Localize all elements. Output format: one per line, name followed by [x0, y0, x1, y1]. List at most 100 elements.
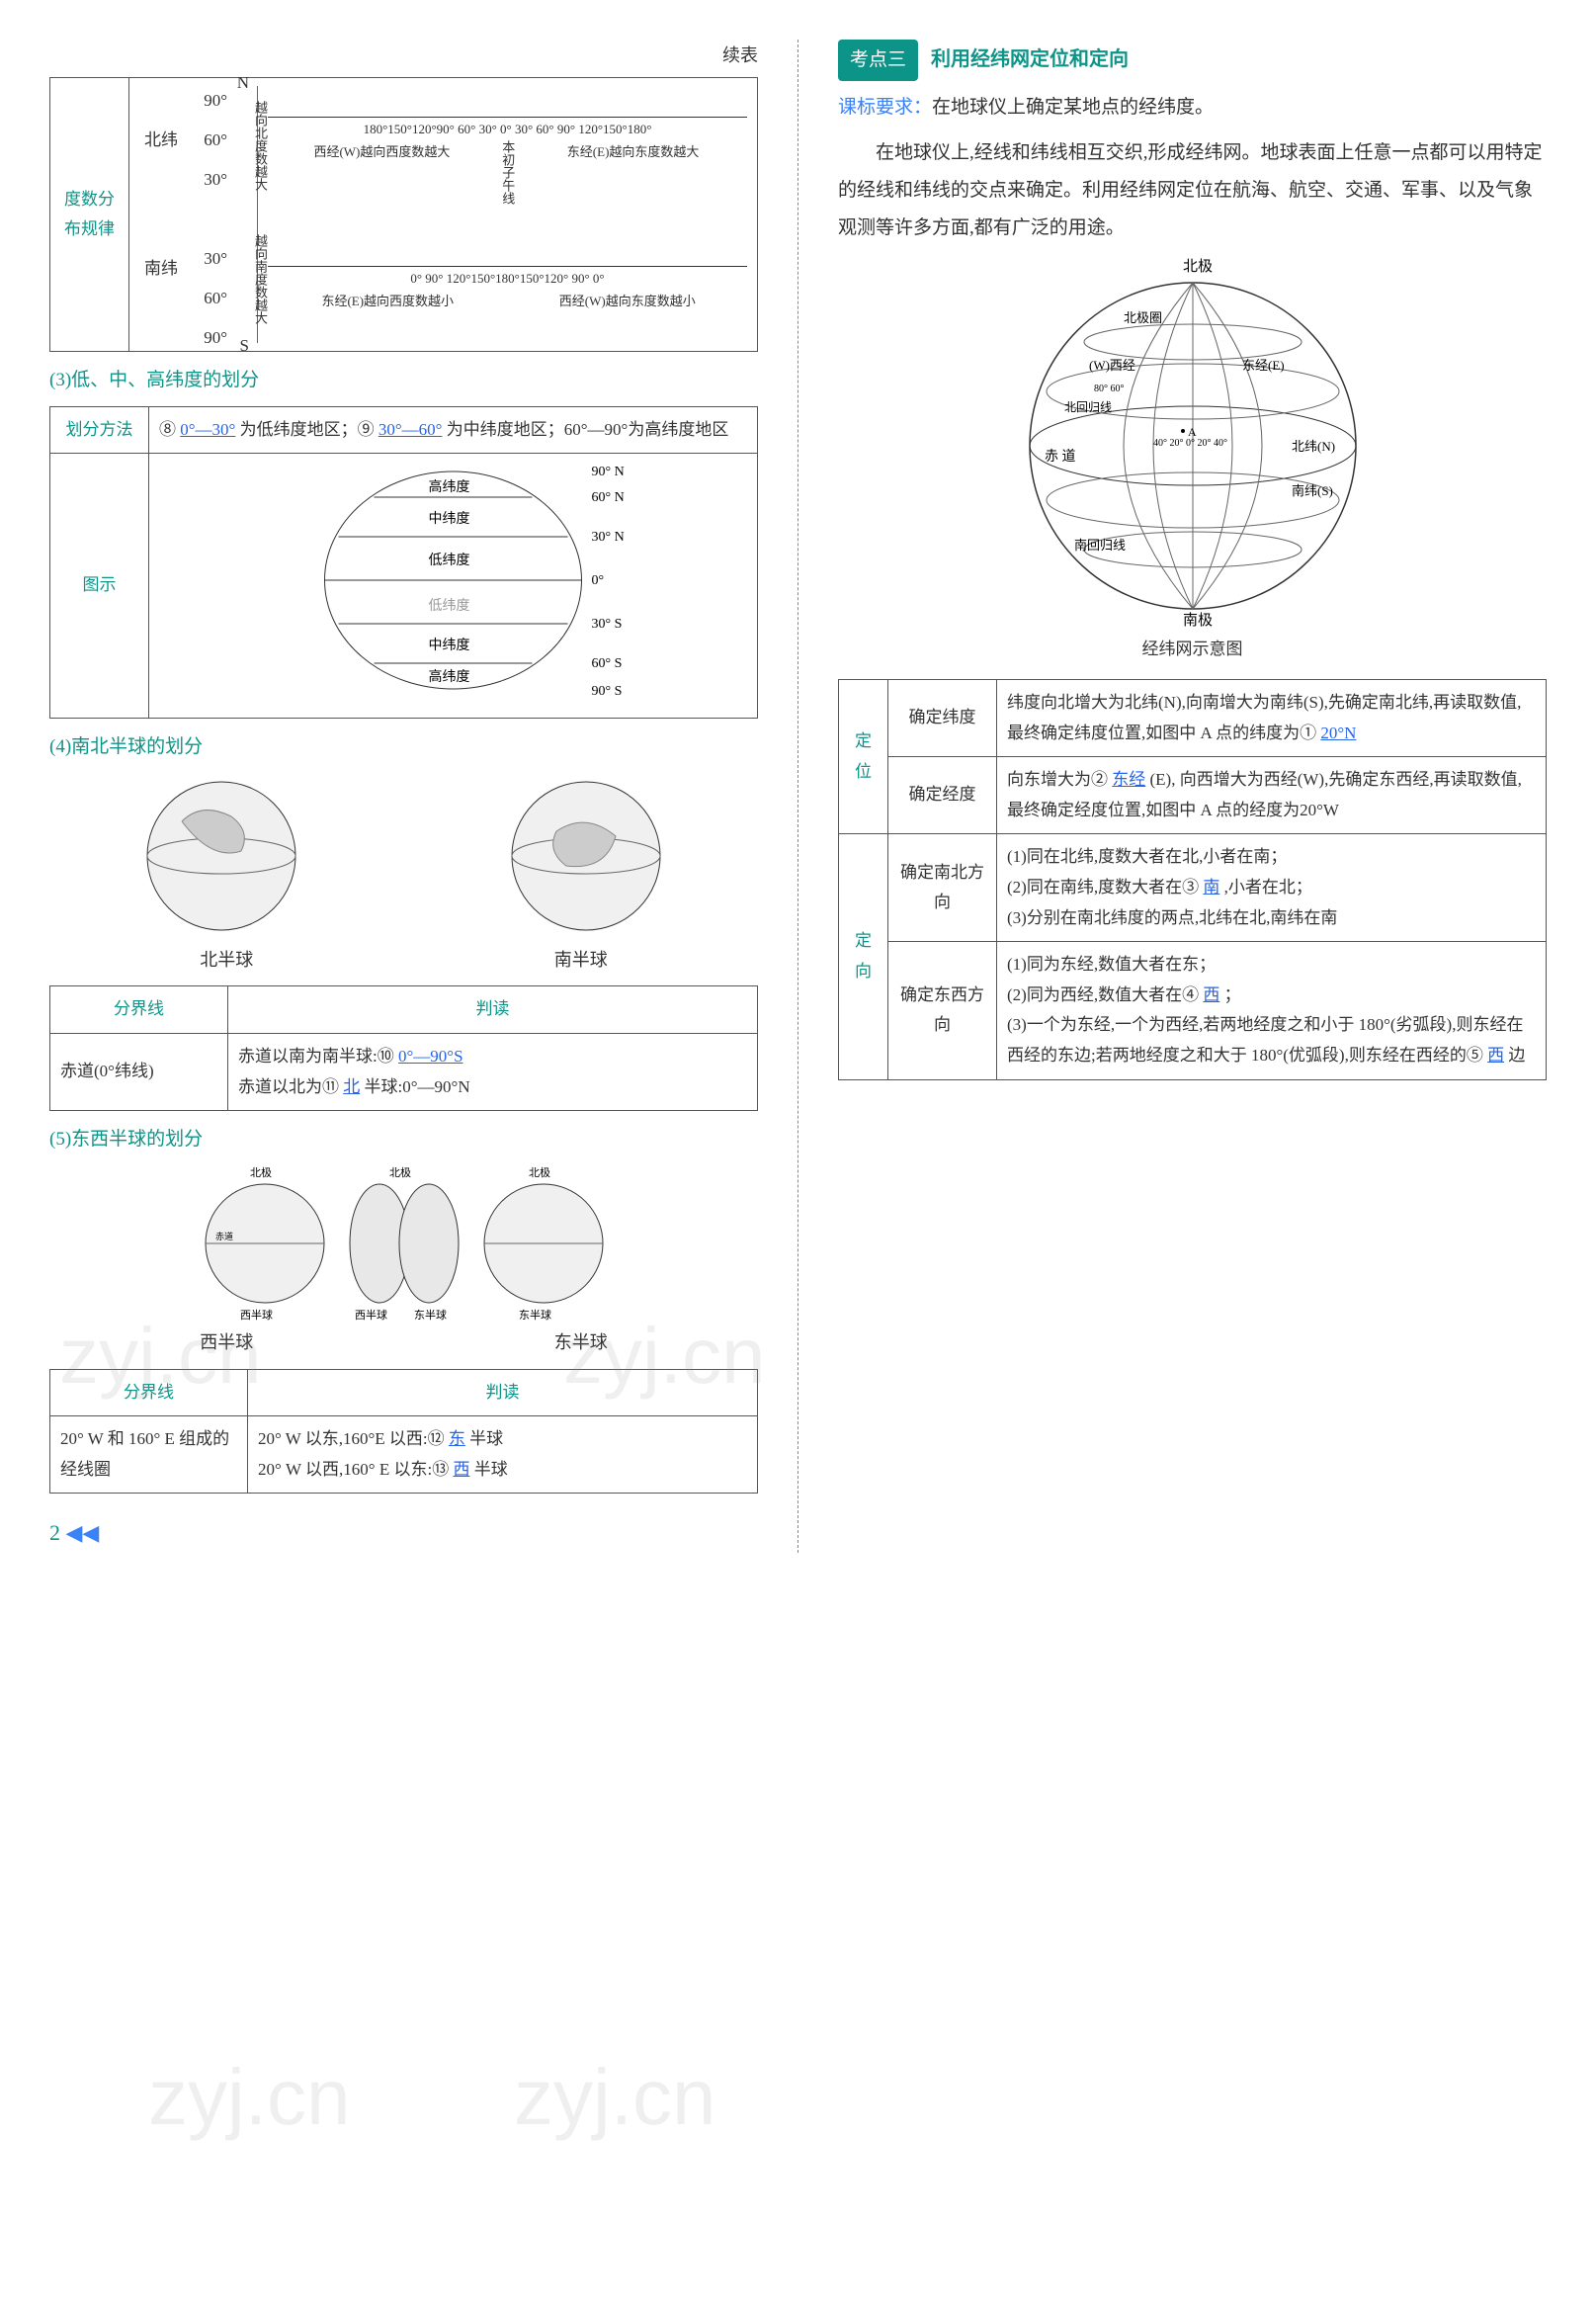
svg-text:30° N: 30° N — [592, 530, 625, 545]
south-label: 南纬 — [144, 254, 178, 285]
sec5-table: 分界线 判读 20° W 和 160° E 组成的经线圈 20° W 以东,16… — [49, 1369, 758, 1495]
dingxiang-label: 定向 — [839, 834, 888, 1079]
method-label: 划分方法 — [50, 406, 149, 454]
answer-1: 20°N — [1320, 724, 1356, 742]
lon-small-label: 东经(E)越向西度数越小 — [268, 290, 508, 312]
svg-text:(W)西经: (W)西经 — [1089, 358, 1135, 373]
degree-dist-table: 度数分布规律 北纬 南纬 90° 60° 30° 30° 60° 90° N — [49, 77, 758, 352]
answer-8: 0°—30° — [180, 420, 235, 439]
svg-text:中纬度: 中纬度 — [429, 511, 470, 527]
text: ⑧ — [159, 420, 176, 439]
text: 为低纬度地区；⑨ — [240, 420, 375, 439]
svg-text:北极: 北极 — [389, 1165, 411, 1179]
text: (1)同为东经,数值大者在东； — [1007, 950, 1536, 981]
trend-label: 越向北度数越大 — [249, 101, 272, 191]
deg-label: 60° — [204, 126, 227, 156]
boundary-label: 分界线 — [50, 1369, 248, 1416]
lon-determine-content: 向东增大为② 东经 (E), 向西增大为西经(W),先确定东西经,再读取数值,最… — [997, 757, 1547, 834]
svg-text:南纬(S): 南纬(S) — [1292, 483, 1333, 498]
degree-dist-diagram: 北纬 南纬 90° 60° 30° 30° 60° 90° N S 越向北度数越… — [129, 78, 758, 352]
ns-direction-label: 确定南北方向 — [888, 834, 997, 942]
text: 纬度向北增大为北纬(N),向南增大为南纬(S),先确定南北纬,再读取数值,最终确… — [1007, 693, 1521, 742]
svg-text:西半球: 西半球 — [355, 1308, 387, 1322]
ew-direction-content: (1)同为东经,数值大者在东； (2)同为西经,数值大者在④ 西 ； (3)一个… — [997, 942, 1547, 1079]
svg-text:西半球: 西半球 — [240, 1308, 273, 1322]
meridian-label: 本初子午线 — [496, 140, 519, 205]
sec4-table: 分界线 判读 赤道(0°纬线) 赤道以南为南半球:⑩ 0°—90°S 赤道以北为… — [49, 985, 758, 1111]
text: 半球 — [469, 1429, 503, 1448]
lat-determine-label: 确定纬度 — [888, 679, 997, 756]
deg-label: 30° — [204, 244, 227, 275]
text: 赤道以北为⑪ — [238, 1077, 339, 1096]
watermark: zyj.cn — [514, 2026, 716, 2169]
text: 为中纬度地区；60°—90°为高纬度地区 — [447, 420, 729, 439]
hemisphere-diagram-ew: 北极赤道西半球 北极西半球东半球 北极东半球 — [49, 1164, 758, 1323]
text: ,小者在北； — [1224, 878, 1312, 897]
judge-label: 判读 — [228, 986, 758, 1034]
svg-text:赤道: 赤道 — [215, 1231, 233, 1241]
S-label: S — [240, 331, 249, 362]
svg-text:中纬度: 中纬度 — [429, 638, 470, 653]
hem-label: 北半球 — [200, 944, 253, 976]
hem-label: 南半球 — [554, 944, 608, 976]
judge-content-ew: 20° W 以东,160°E 以西:⑫ 东 半球 20° W 以西,160° E… — [248, 1416, 758, 1494]
answer-13: 西 — [453, 1460, 469, 1479]
page-num-text: 2 — [49, 1520, 60, 1545]
continued-label: 续表 — [49, 40, 758, 71]
lon-w-label: 西经(W)越向西度数越大 — [268, 140, 496, 205]
svg-text:80° 60°: 80° 60° — [1094, 384, 1125, 394]
req-text: 在地球仪上确定某地点的经纬度。 — [932, 97, 1214, 118]
deg-label: 30° — [204, 165, 227, 196]
hem-label: 东半球 — [554, 1326, 608, 1358]
sec4-title: (4)南北半球的划分 — [49, 730, 758, 764]
trend-label: 越向南度数越大 — [249, 234, 272, 324]
dingwei-label: 定位 — [839, 679, 888, 833]
svg-text:高纬度: 高纬度 — [429, 668, 470, 685]
answer-2: 东经 — [1112, 770, 1145, 789]
svg-text:30° S: 30° S — [592, 617, 623, 632]
kaodian-title: 利用经纬网定位和定向 — [931, 48, 1129, 70]
text: 边 — [1508, 1046, 1525, 1065]
boundary-label: 分界线 — [50, 986, 228, 1034]
lon-e-label: 东经(E)越向东度数越大 — [519, 140, 747, 205]
answer-10: 0°—90°S — [398, 1047, 463, 1066]
text: (3)一个为东经,一个为西经,若两地经度之和小于 180°(劣弧段),则东经在西… — [1007, 1015, 1523, 1065]
kaodian-tag: 考点三 — [838, 40, 918, 81]
req-label: 课标要求： — [838, 97, 932, 118]
arrow-icon: ◀◀ — [66, 1520, 100, 1545]
req-line: 课标要求：在地球仪上确定某地点的经纬度。 — [838, 91, 1547, 125]
text: (1)同在北纬,度数大者在北,小者在南； — [1007, 842, 1536, 873]
svg-text:A: A — [1188, 425, 1197, 439]
svg-text:东经(E): 东经(E) — [1242, 358, 1285, 373]
ns-direction-content: (1)同在北纬,度数大者在北,小者在南； (2)同在南纬,度数大者在③ 南 ,小… — [997, 834, 1547, 942]
svg-text:0°: 0° — [592, 573, 605, 588]
lon-determine-label: 确定经度 — [888, 757, 997, 834]
svg-text:东半球: 东半球 — [519, 1308, 551, 1322]
answer-12: 东 — [449, 1429, 465, 1448]
svg-text:高纬度: 高纬度 — [429, 478, 470, 495]
svg-text:90° N: 90° N — [592, 465, 625, 479]
text: 20° W 以西,160° E 以东:⑬ — [258, 1460, 449, 1479]
sec3-title: (3)低、中、高纬度的划分 — [49, 364, 758, 397]
svg-text:南极: 南极 — [1183, 612, 1213, 629]
lat-diagram: 90° N 60° N 30° N 0° 30° S 60° S 90° S 高… — [149, 454, 758, 719]
lon-scale: 0° 90° 120°150°180°150°120° 90° 0° — [268, 266, 747, 290]
answer-11: 北 — [343, 1077, 360, 1096]
ew-boundary: 20° W 和 160° E 组成的经线圈 — [50, 1416, 248, 1494]
text: 向东增大为② — [1007, 770, 1108, 789]
text: (2)同在南纬,度数大者在③ — [1007, 878, 1199, 897]
sec5-title: (5)东西半球的划分 — [49, 1123, 758, 1156]
svg-text:北极圈: 北极圈 — [1124, 310, 1162, 325]
answer-3: 南 — [1203, 878, 1219, 897]
big-table: 定位 确定纬度 纬度向北增大为北纬(N),向南增大为南纬(S),先确定南北纬,再… — [838, 679, 1547, 1080]
hem-label: 西半球 — [200, 1326, 253, 1358]
hemisphere-diagram-ns — [49, 772, 758, 940]
judge-label: 判读 — [248, 1369, 758, 1416]
deg-label: 90° — [204, 323, 227, 354]
illustration-label: 图示 — [50, 454, 149, 719]
globe-diagram: 北极 北极圈 (W)西经 东经(E) 北回归线 北纬(N) 南纬(S) 南回归线 — [838, 253, 1547, 629]
svg-text:90° S: 90° S — [592, 684, 623, 699]
svg-text:北纬(N): 北纬(N) — [1292, 439, 1335, 454]
svg-text:低纬度: 低纬度 — [429, 553, 470, 568]
north-label: 北纬 — [144, 126, 178, 156]
